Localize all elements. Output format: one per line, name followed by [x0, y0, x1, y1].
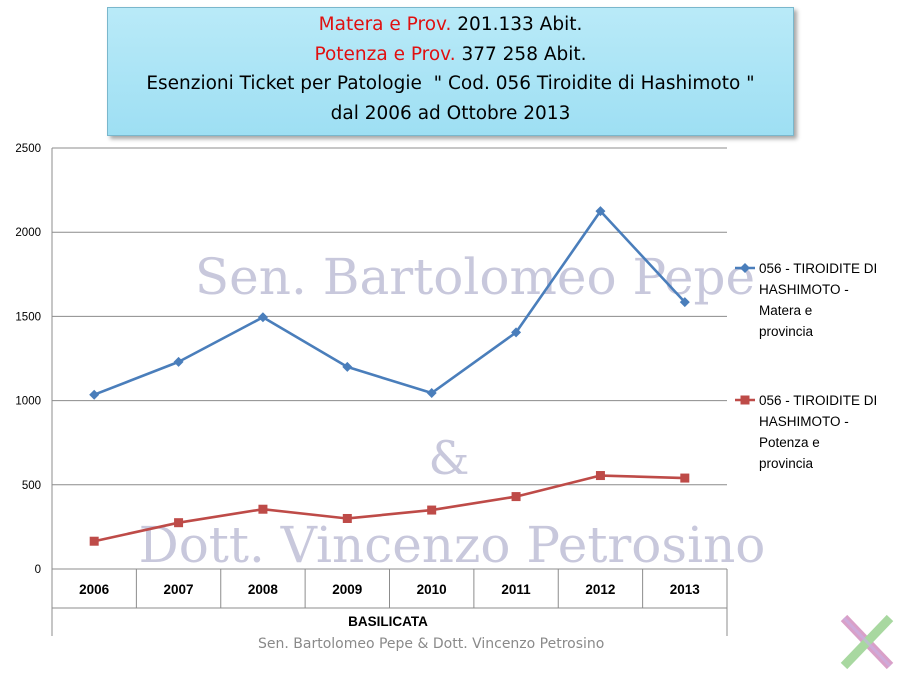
y-tick-label: 2000	[15, 227, 41, 239]
x-tick-label: 2013	[670, 582, 701, 597]
watermark: Sen. Bartolomeo Pepe & Dott. Vincenzo Pe…	[139, 248, 766, 574]
y-tick-label: 1500	[15, 311, 41, 323]
x-axis-title: BASILICATA	[348, 614, 428, 629]
data-point	[257, 312, 268, 323]
y-tick-labels: 0 500 1000 1500 2000 2500	[15, 143, 41, 576]
x-tick-label: 2007	[164, 582, 194, 597]
y-tick-label: 2500	[15, 143, 41, 155]
title-line-3: Esenzioni Ticket per Patologie " Cod. 05…	[146, 73, 755, 94]
legend-label: 056 - TIROIDITE DI	[759, 261, 877, 276]
footer-credit: Sen. Bartolomeo Pepe & Dott. Vincenzo Pe…	[258, 636, 605, 652]
series-line	[93, 474, 685, 543]
chart-legend: 056 - TIROIDITE DI HASHIMOTO - Matera e pro…	[735, 261, 877, 471]
title-line-2: Potenza e Prov. 377 258 Abit.	[108, 40, 793, 70]
potenza-label: Potenza e Prov.	[314, 43, 456, 65]
data-point	[680, 473, 690, 483]
watermark-ampersand: &	[429, 431, 470, 485]
x-tick-label: 2010	[417, 582, 447, 597]
data-point	[511, 327, 522, 338]
data-point	[89, 389, 100, 400]
potenza-population: 377 258 Abit.	[455, 43, 587, 65]
data-point	[342, 513, 352, 523]
data-point	[679, 297, 690, 308]
x-tick-label: 2011	[501, 582, 531, 597]
title-line-4: dal 2006 ad Ottobre 2013	[330, 102, 571, 124]
title-line-1: Matera e Prov. 201.133 Abit.	[108, 10, 793, 40]
legend-label: provincia	[759, 456, 814, 471]
series-line	[93, 209, 686, 396]
y-tick-label: 1000	[15, 396, 41, 408]
legend-label: provincia	[759, 324, 814, 339]
data-point	[427, 505, 437, 515]
legend-label: 056 - TIROIDITE DI	[759, 393, 877, 408]
data-point	[595, 471, 605, 481]
data-point	[426, 388, 437, 399]
legend-label: Matera e	[759, 303, 812, 318]
data-point	[511, 492, 521, 502]
data-point	[173, 356, 184, 367]
y-tick-label: 500	[22, 480, 41, 492]
x-logo-icon	[838, 612, 896, 677]
watermark-line-3: Dott. Vincenzo Petrosino	[139, 516, 766, 574]
x-tick-label: 2008	[248, 582, 279, 597]
x-tick-label: 2009	[332, 582, 362, 597]
legend-label: Potenza e	[759, 435, 820, 450]
chart-series	[89, 206, 690, 546]
x-tick-label: 2012	[585, 582, 615, 597]
legend-label: HASHIMOTO -	[759, 414, 849, 429]
x-tick-label: 2006	[79, 582, 110, 597]
watermark-line-1: Sen. Bartolomeo Pepe	[195, 248, 755, 306]
legend-swatch-marker	[740, 395, 750, 405]
x-category-labels: 2006 2007 2008 2009 2010 2011 2012 2013	[79, 582, 700, 597]
chart-gridlines	[52, 147, 727, 486]
title-box: Matera e Prov. 201.133 Abit. Potenza e P…	[107, 7, 794, 136]
data-point	[174, 518, 184, 528]
matera-population: 201.133 Abit.	[451, 14, 583, 35]
chart-axes	[51, 148, 728, 636]
matera-label: Matera e Prov.	[318, 14, 452, 35]
legend-swatch-marker	[740, 263, 750, 273]
data-point	[89, 536, 99, 546]
data-point	[595, 206, 606, 217]
legend-label: HASHIMOTO -	[759, 282, 849, 297]
data-point	[258, 504, 268, 514]
y-tick-label: 0	[35, 564, 41, 576]
data-point	[342, 361, 353, 372]
